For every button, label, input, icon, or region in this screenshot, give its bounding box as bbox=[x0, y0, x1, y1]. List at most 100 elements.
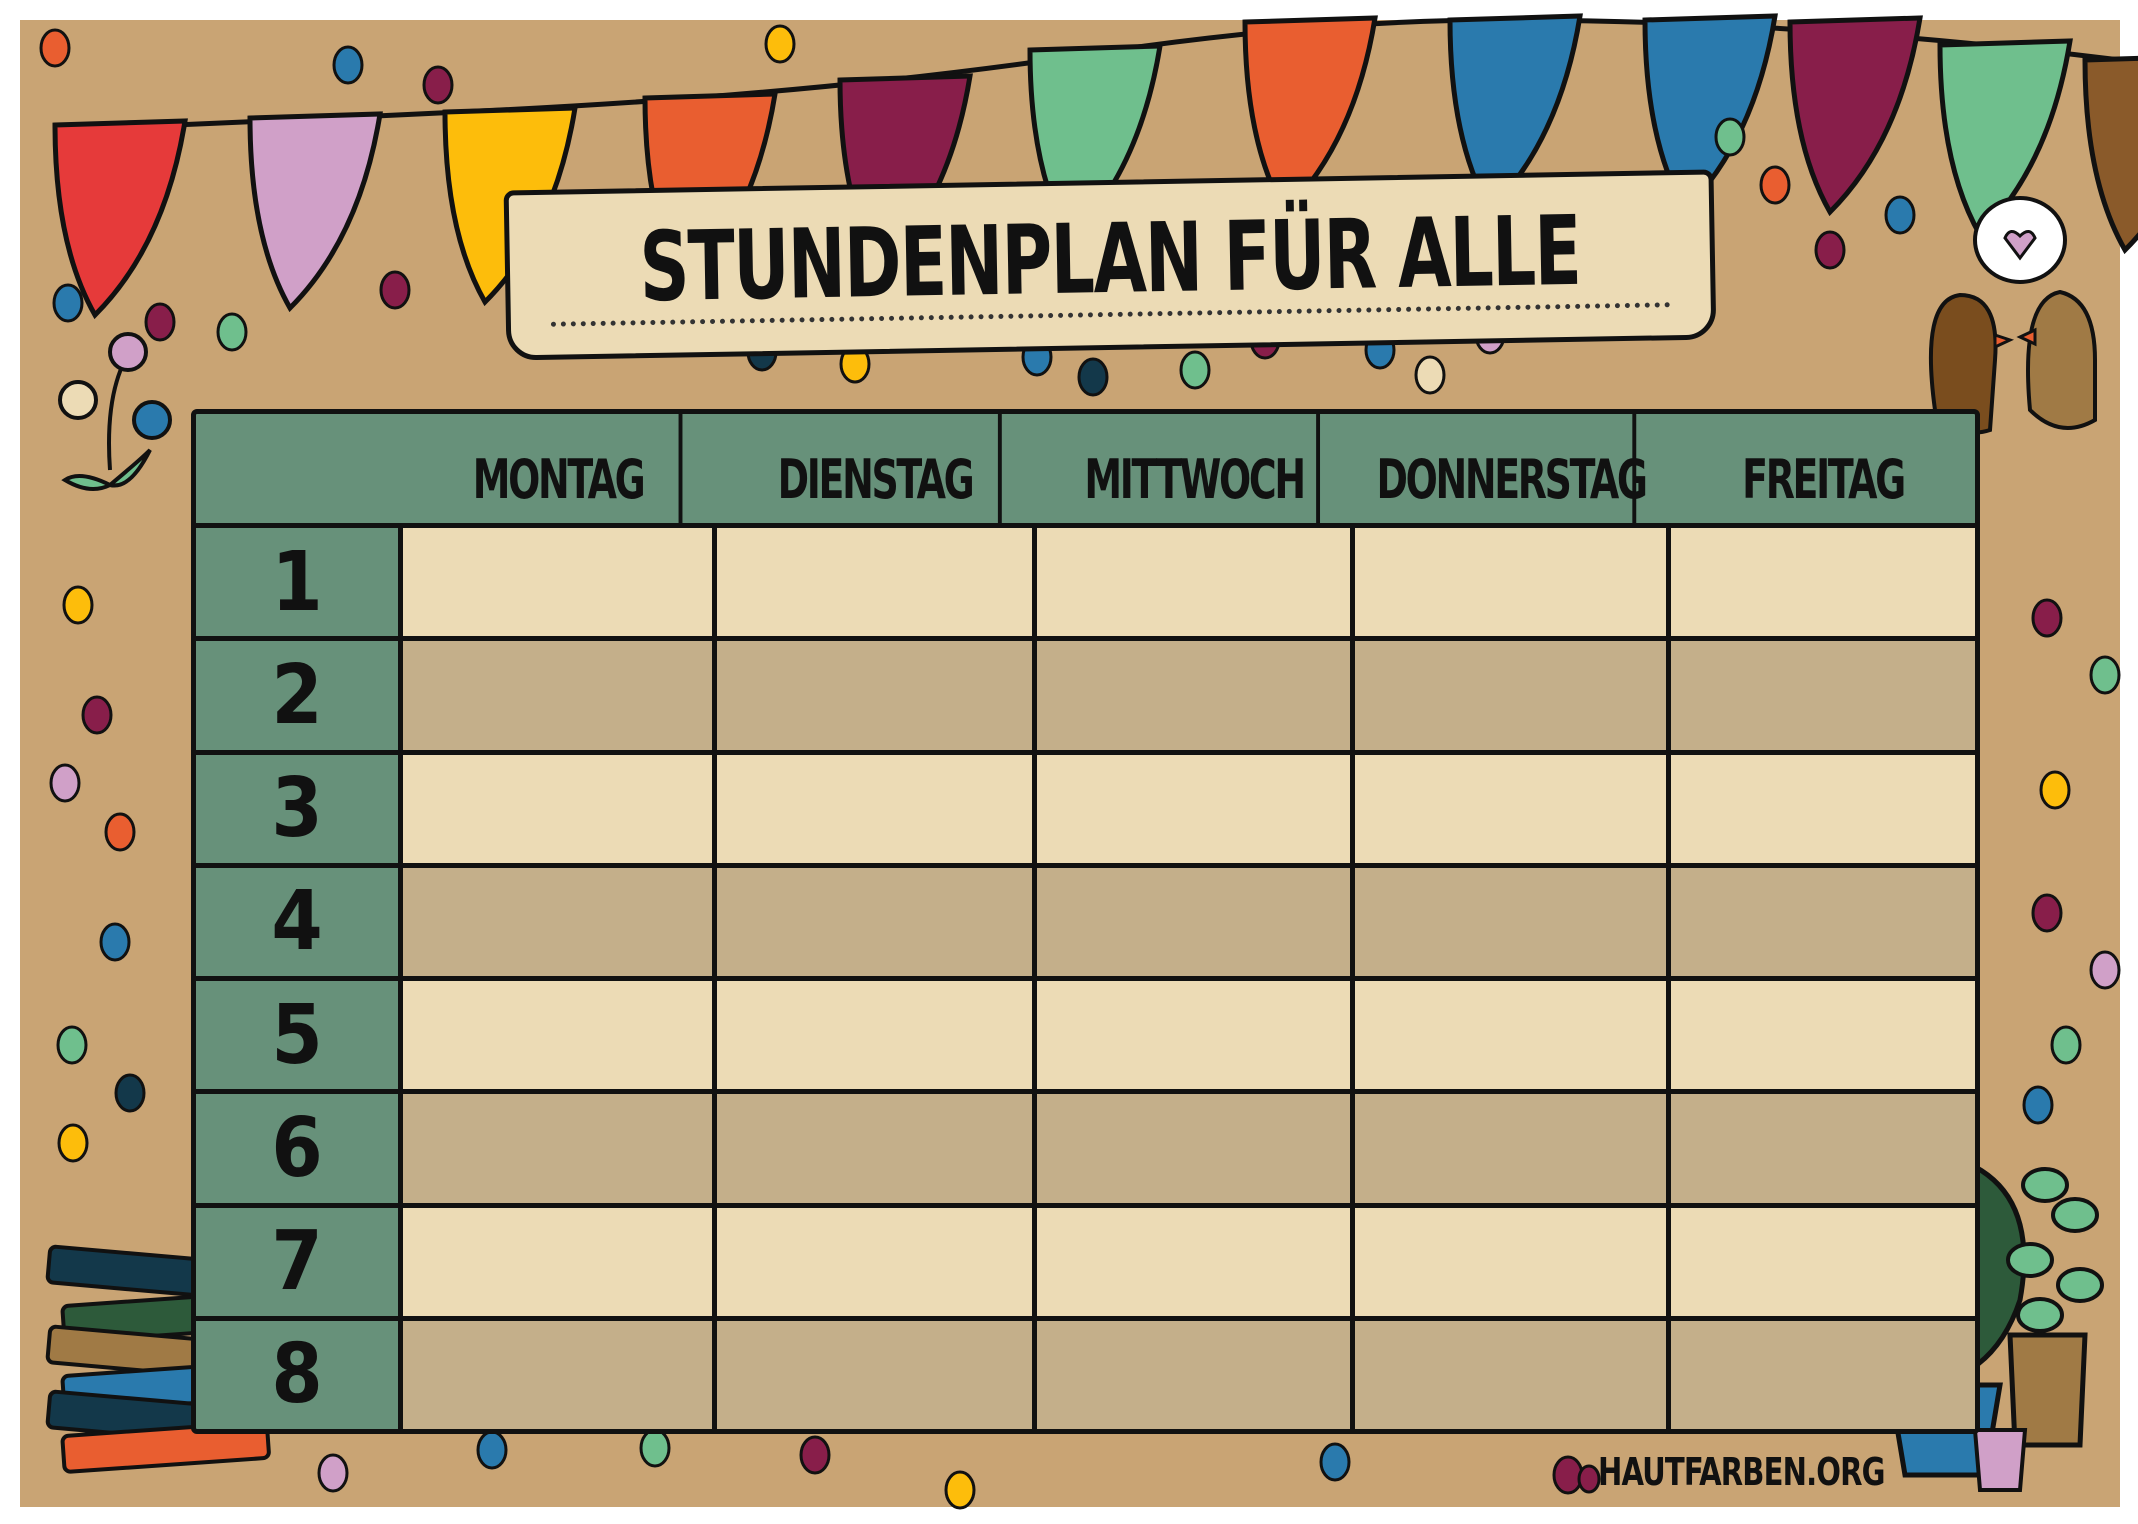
timetable-cell bbox=[1671, 528, 1975, 637]
confetti-dot bbox=[144, 302, 176, 342]
timetable-cell bbox=[717, 867, 1037, 976]
timetable-cell bbox=[403, 867, 717, 976]
timetable-cell bbox=[1355, 528, 1671, 637]
confetti-dot bbox=[2050, 1025, 2082, 1065]
confetti-dot bbox=[2089, 950, 2121, 990]
succulent-leaf-icon bbox=[2051, 1197, 2099, 1233]
confetti-dot bbox=[1414, 355, 1446, 395]
period-row: 1 bbox=[196, 523, 1975, 637]
timetable-cell bbox=[1671, 867, 1975, 976]
flower-stem-icon bbox=[107, 359, 127, 471]
day-header-friday: FREITAG bbox=[1742, 448, 1906, 511]
confetti-dot bbox=[99, 922, 131, 962]
confetti-dot bbox=[114, 1073, 146, 1113]
timetable-cell bbox=[717, 754, 1037, 863]
confetti-dot bbox=[1179, 350, 1211, 390]
timetable-cell bbox=[1355, 1094, 1671, 1203]
period-number: 6 bbox=[196, 1094, 403, 1203]
succulent-leaf-icon bbox=[2021, 1167, 2069, 1203]
confetti-dot bbox=[476, 1430, 508, 1470]
small-pot-icon bbox=[1972, 1428, 2028, 1492]
succulent-leaf-icon bbox=[2016, 1297, 2064, 1333]
confetti-dot bbox=[62, 585, 94, 625]
confetti-dot bbox=[317, 1453, 349, 1493]
timetable-cell bbox=[1037, 1207, 1355, 1316]
confetti-dot bbox=[2039, 770, 2071, 810]
plant-pot-icon bbox=[2007, 1332, 2088, 1448]
timetable-cell bbox=[403, 1094, 717, 1203]
period-number: 5 bbox=[196, 981, 403, 1090]
timetable-cell bbox=[1037, 867, 1355, 976]
succulent-leaf-icon bbox=[2056, 1267, 2104, 1303]
timetable-cell bbox=[717, 528, 1037, 637]
confetti-dot bbox=[49, 763, 81, 803]
confetti-dot bbox=[1814, 230, 1846, 270]
confetti-dot bbox=[39, 28, 71, 68]
confetti-dot bbox=[799, 1435, 831, 1475]
succulent-leaf-icon bbox=[2006, 1242, 2054, 1278]
timetable-cell bbox=[1671, 641, 1975, 750]
timetable-cell bbox=[403, 1207, 717, 1316]
timetable-cell bbox=[1355, 641, 1671, 750]
period-row: 6 bbox=[196, 1089, 1975, 1203]
footer-dot-icon bbox=[1577, 1464, 1601, 1494]
timetable-cell bbox=[1355, 754, 1671, 863]
bird-beak-icon bbox=[1993, 332, 2015, 350]
timetable-cell bbox=[403, 981, 717, 1090]
confetti-dot bbox=[2089, 655, 2121, 695]
confetti-dot bbox=[1759, 165, 1791, 205]
period-number: 8 bbox=[196, 1320, 403, 1429]
confetti-dot bbox=[2031, 893, 2063, 933]
confetti-dot bbox=[57, 1123, 89, 1163]
confetti-dot bbox=[379, 270, 411, 310]
flower-icon bbox=[132, 400, 172, 440]
timetable-cell bbox=[403, 1320, 717, 1429]
flower-icon bbox=[108, 332, 148, 372]
confetti-dot bbox=[2031, 598, 2063, 638]
timetable-cell bbox=[1671, 981, 1975, 1090]
timetable-cell bbox=[1671, 1094, 1975, 1203]
timetable-cell bbox=[717, 641, 1037, 750]
page-title: STUNDENPLAN FÜR ALLE bbox=[638, 194, 1582, 324]
heart-icon bbox=[2003, 230, 2037, 261]
confetti-dot bbox=[52, 283, 84, 323]
confetti-dot bbox=[1319, 1442, 1351, 1482]
bird-beak-icon bbox=[2016, 327, 2037, 347]
timetable-cell bbox=[403, 528, 717, 637]
period-row: 5 bbox=[196, 976, 1975, 1090]
confetti-dot bbox=[1884, 195, 1916, 235]
book-icon bbox=[60, 1420, 271, 1474]
bunting-flag bbox=[52, 118, 188, 320]
timetable-cell bbox=[1671, 754, 1975, 863]
confetti-dot bbox=[1552, 1455, 1584, 1495]
timetable-cell bbox=[1671, 1207, 1975, 1316]
period-number: 7 bbox=[196, 1207, 403, 1316]
timetable-cell bbox=[1037, 641, 1355, 750]
confetti-dot bbox=[2022, 1085, 2054, 1125]
confetti-dot bbox=[1077, 357, 1109, 397]
timetable-cell bbox=[1037, 1320, 1355, 1429]
timetable-cell bbox=[717, 1094, 1037, 1203]
confetti-dot bbox=[216, 312, 248, 352]
day-header-thursday: DONNERSTAG bbox=[1377, 414, 1648, 523]
timetable-cell bbox=[1037, 754, 1355, 863]
day-header-monday: MONTAG bbox=[438, 414, 683, 523]
day-header-wednesday: MITTWOCH bbox=[1072, 414, 1321, 523]
website-label: HAUTFARBEN.ORG bbox=[1598, 1450, 1885, 1494]
period-number: 2 bbox=[196, 641, 403, 750]
flower-icon bbox=[58, 380, 98, 420]
leaf-icon bbox=[61, 448, 152, 491]
timetable-cell bbox=[717, 981, 1037, 1090]
timetable-cell bbox=[403, 754, 717, 863]
confetti-dot bbox=[56, 1025, 88, 1065]
timetable-cell bbox=[1355, 867, 1671, 976]
period-row: 4 bbox=[196, 862, 1975, 976]
period-row: 7 bbox=[196, 1202, 1975, 1316]
timetable-cell bbox=[403, 641, 717, 750]
timetable-cell bbox=[1037, 981, 1355, 1090]
bird-icon bbox=[2026, 289, 2097, 430]
period-row: 3 bbox=[196, 749, 1975, 863]
confetti-dot bbox=[764, 24, 796, 64]
period-number: 4 bbox=[196, 867, 403, 976]
period-row: 8 bbox=[196, 1315, 1975, 1429]
